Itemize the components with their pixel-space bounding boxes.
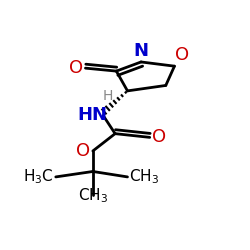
Text: O: O (76, 142, 90, 160)
Text: O: O (152, 128, 166, 146)
Text: CH$_3$: CH$_3$ (130, 168, 160, 186)
Text: H$_3$C: H$_3$C (23, 168, 54, 186)
Text: N: N (134, 42, 148, 60)
Text: H: H (102, 89, 113, 103)
Text: O: O (69, 59, 83, 77)
Text: CH$_3$: CH$_3$ (78, 186, 108, 205)
Text: O: O (176, 46, 190, 64)
Text: HN: HN (78, 106, 108, 124)
